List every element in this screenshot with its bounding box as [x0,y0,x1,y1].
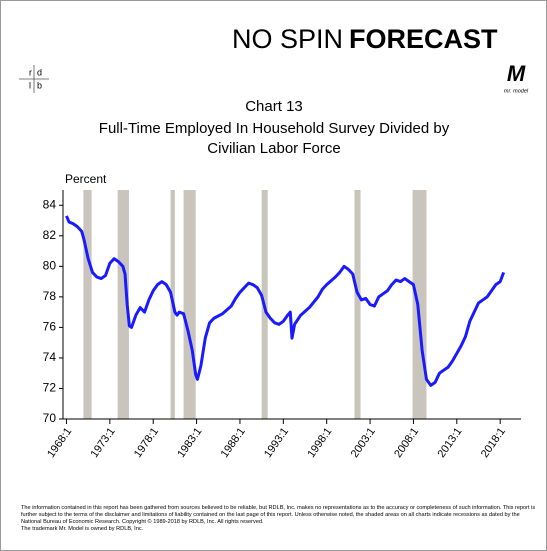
trademark: The trademark Mr. Model is owned by RDLB… [21,526,144,532]
logo-letter: b [37,80,42,90]
y-tick-label: 70 [43,411,57,425]
x-tick-label: 1973:1 [89,426,118,460]
logo-model: M [507,61,526,86]
x-tick-label: 1988:1 [219,426,248,460]
logo-letter: r [29,67,32,77]
x-tick-label: 1993:1 [262,426,291,460]
y-axis-label: Percent [65,172,107,186]
recession-band [83,190,92,419]
x-tick-label: 1968:1 [45,426,74,460]
recession-band [183,190,196,419]
logo-letter: l [29,80,31,90]
x-tick-label: 1978:1 [132,426,161,460]
chart: NO SPIN FORECAST r d l b M mr. model Cha… [19,24,529,460]
recession-band [117,190,129,419]
logo-letter: d [37,67,42,77]
x-tick-label: 2008:1 [392,426,421,460]
y-tick-label: 72 [43,381,57,395]
x-tick-label: 1983:1 [175,426,204,460]
y-tick-label: 82 [43,228,57,242]
brand-right: FORECAST [349,24,498,54]
chart-subtitle: Full-Time Employed In Household Survey D… [99,120,450,137]
y-tick-label: 74 [43,350,57,364]
chart-title: Chart 13 [245,98,303,115]
y-tick-label: 84 [43,197,57,211]
footer: The information contained in this report… [21,505,536,533]
recession-band [354,190,361,419]
x-tick-label: 2003:1 [349,426,378,460]
y-tick-label: 76 [43,320,57,334]
y-tick-label: 80 [43,259,57,273]
y-tick-label: 78 [43,289,57,303]
x-tick-label: 2018:1 [479,426,508,460]
disclaimer: The information contained in this report… [21,505,536,525]
recession-band [412,190,427,419]
data-line [65,215,506,387]
chart-subtitle: Civilian Labor Force [207,140,340,157]
brand-left: NO SPIN [232,24,343,54]
logo-model-caption: mr. model [504,88,529,94]
x-tick-label: 2013:1 [436,426,465,460]
x-tick-label: 1998:1 [305,426,334,460]
